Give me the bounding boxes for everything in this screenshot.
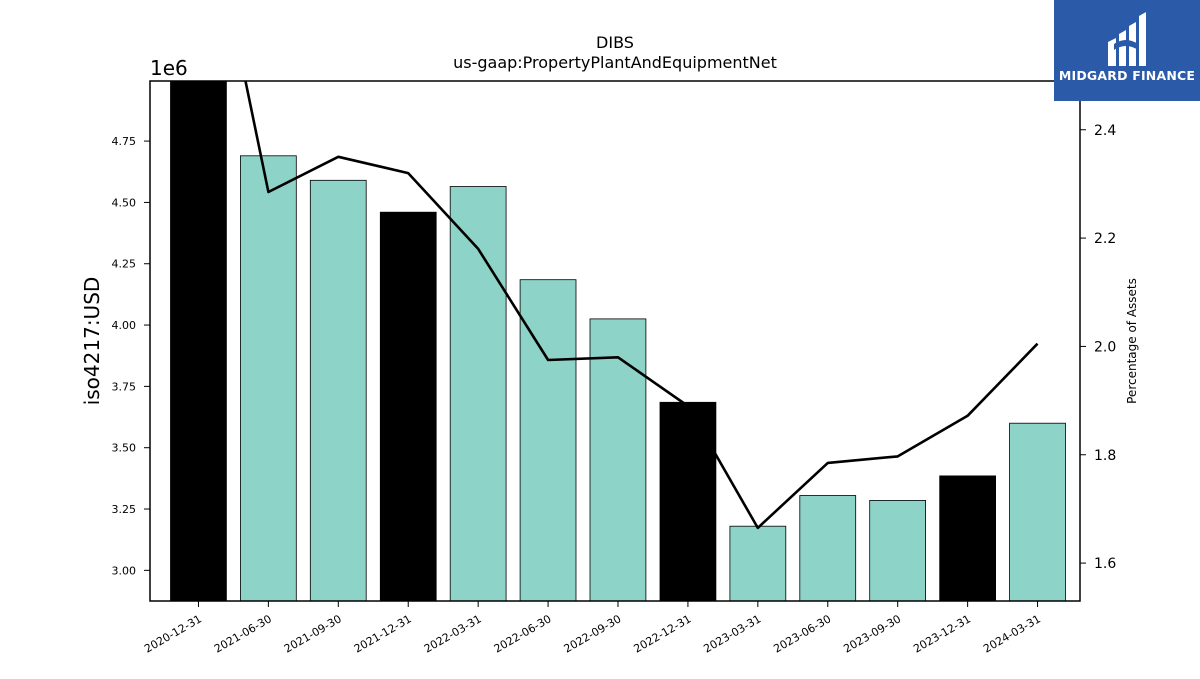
midgard-logo-icon [1108, 12, 1146, 66]
plot-frame [149, 80, 1081, 602]
x-tick-label: 2021-06-30 [212, 612, 274, 655]
x-tick-label: 2022-09-30 [562, 612, 624, 655]
bar-2021-12-31 [379, 211, 437, 602]
percentage-line [244, 81, 1039, 530]
bar-2022-06-30 [519, 279, 577, 602]
y-offset-label: 1e6 [150, 56, 188, 80]
x-tick-label: 2022-06-30 [492, 612, 554, 655]
bar-2021-09-30 [309, 179, 367, 602]
bar-2022-03-31 [449, 186, 507, 602]
x-tick-label: 2022-03-31 [422, 612, 484, 655]
y-axis-right: 1.6 1.8 2.0 2.2 2.4 [1080, 123, 1116, 572]
bar-2020-12-31 [170, 80, 227, 602]
bar-2022-09-30 [589, 318, 647, 602]
y2-tick-label: 1.6 [1094, 556, 1116, 572]
y-tick-label: 4.25 [112, 258, 137, 271]
brand-name: MIDGARD FINANCE [1058, 68, 1196, 83]
bar-2023-06-30 [799, 495, 857, 602]
x-tick-label: 2020-12-31 [142, 612, 204, 655]
x-tick-label: 2023-12-31 [911, 612, 973, 655]
y2-tick-label: 2.2 [1094, 231, 1116, 247]
x-tick-label: 2023-06-30 [771, 612, 833, 655]
chart-title: DIBS [596, 33, 634, 52]
brand-logo: MIDGARD FINANCE [1054, 0, 1200, 101]
y2-tick-label: 1.8 [1094, 448, 1116, 464]
x-axis: 2020-12-31 2021-06-30 2021-09-30 2021-12-31… [142, 601, 1043, 656]
y2-axis-label: Percentage of Assets [1125, 278, 1139, 404]
y-tick-label: 3.75 [112, 380, 137, 393]
bar-2023-12-31 [939, 475, 997, 602]
y-tick-label: 3.00 [112, 564, 137, 577]
y-tick-label: 3.50 [112, 442, 137, 455]
y-tick-label: 3.25 [112, 503, 137, 516]
chart-subtitle: us-gaap:PropertyPlantAndEquipmentNet [453, 53, 777, 72]
bar-2023-03-31 [729, 525, 787, 602]
line-layer [244, 81, 1039, 530]
y-axis-label: iso4217:USD [80, 277, 104, 406]
y-tick-label: 4.75 [112, 135, 137, 148]
y-axis-left: 3.00 3.25 3.50 3.75 4.00 4.25 4.50 4.75 [112, 135, 150, 577]
x-tick-label: 2023-09-30 [841, 612, 903, 655]
bar-2023-09-30 [869, 499, 927, 602]
y-tick-label: 4.00 [112, 319, 137, 332]
x-tick-label: 2022-12-31 [632, 612, 694, 655]
bar-2024-03-31 [1009, 422, 1066, 602]
x-tick-label: 2021-09-30 [282, 612, 344, 655]
x-tick-label: 2023-03-31 [701, 612, 763, 655]
bar-2021-06-30 [239, 155, 297, 602]
y-tick-label: 4.50 [112, 196, 137, 209]
bars-layer [170, 80, 1066, 602]
x-tick-label: 2024-03-31 [981, 612, 1043, 655]
x-tick-label: 2021-12-31 [352, 612, 414, 655]
y2-tick-label: 2.4 [1094, 123, 1116, 139]
bar-2022-12-31 [659, 401, 717, 602]
y2-tick-label: 2.0 [1094, 339, 1116, 355]
